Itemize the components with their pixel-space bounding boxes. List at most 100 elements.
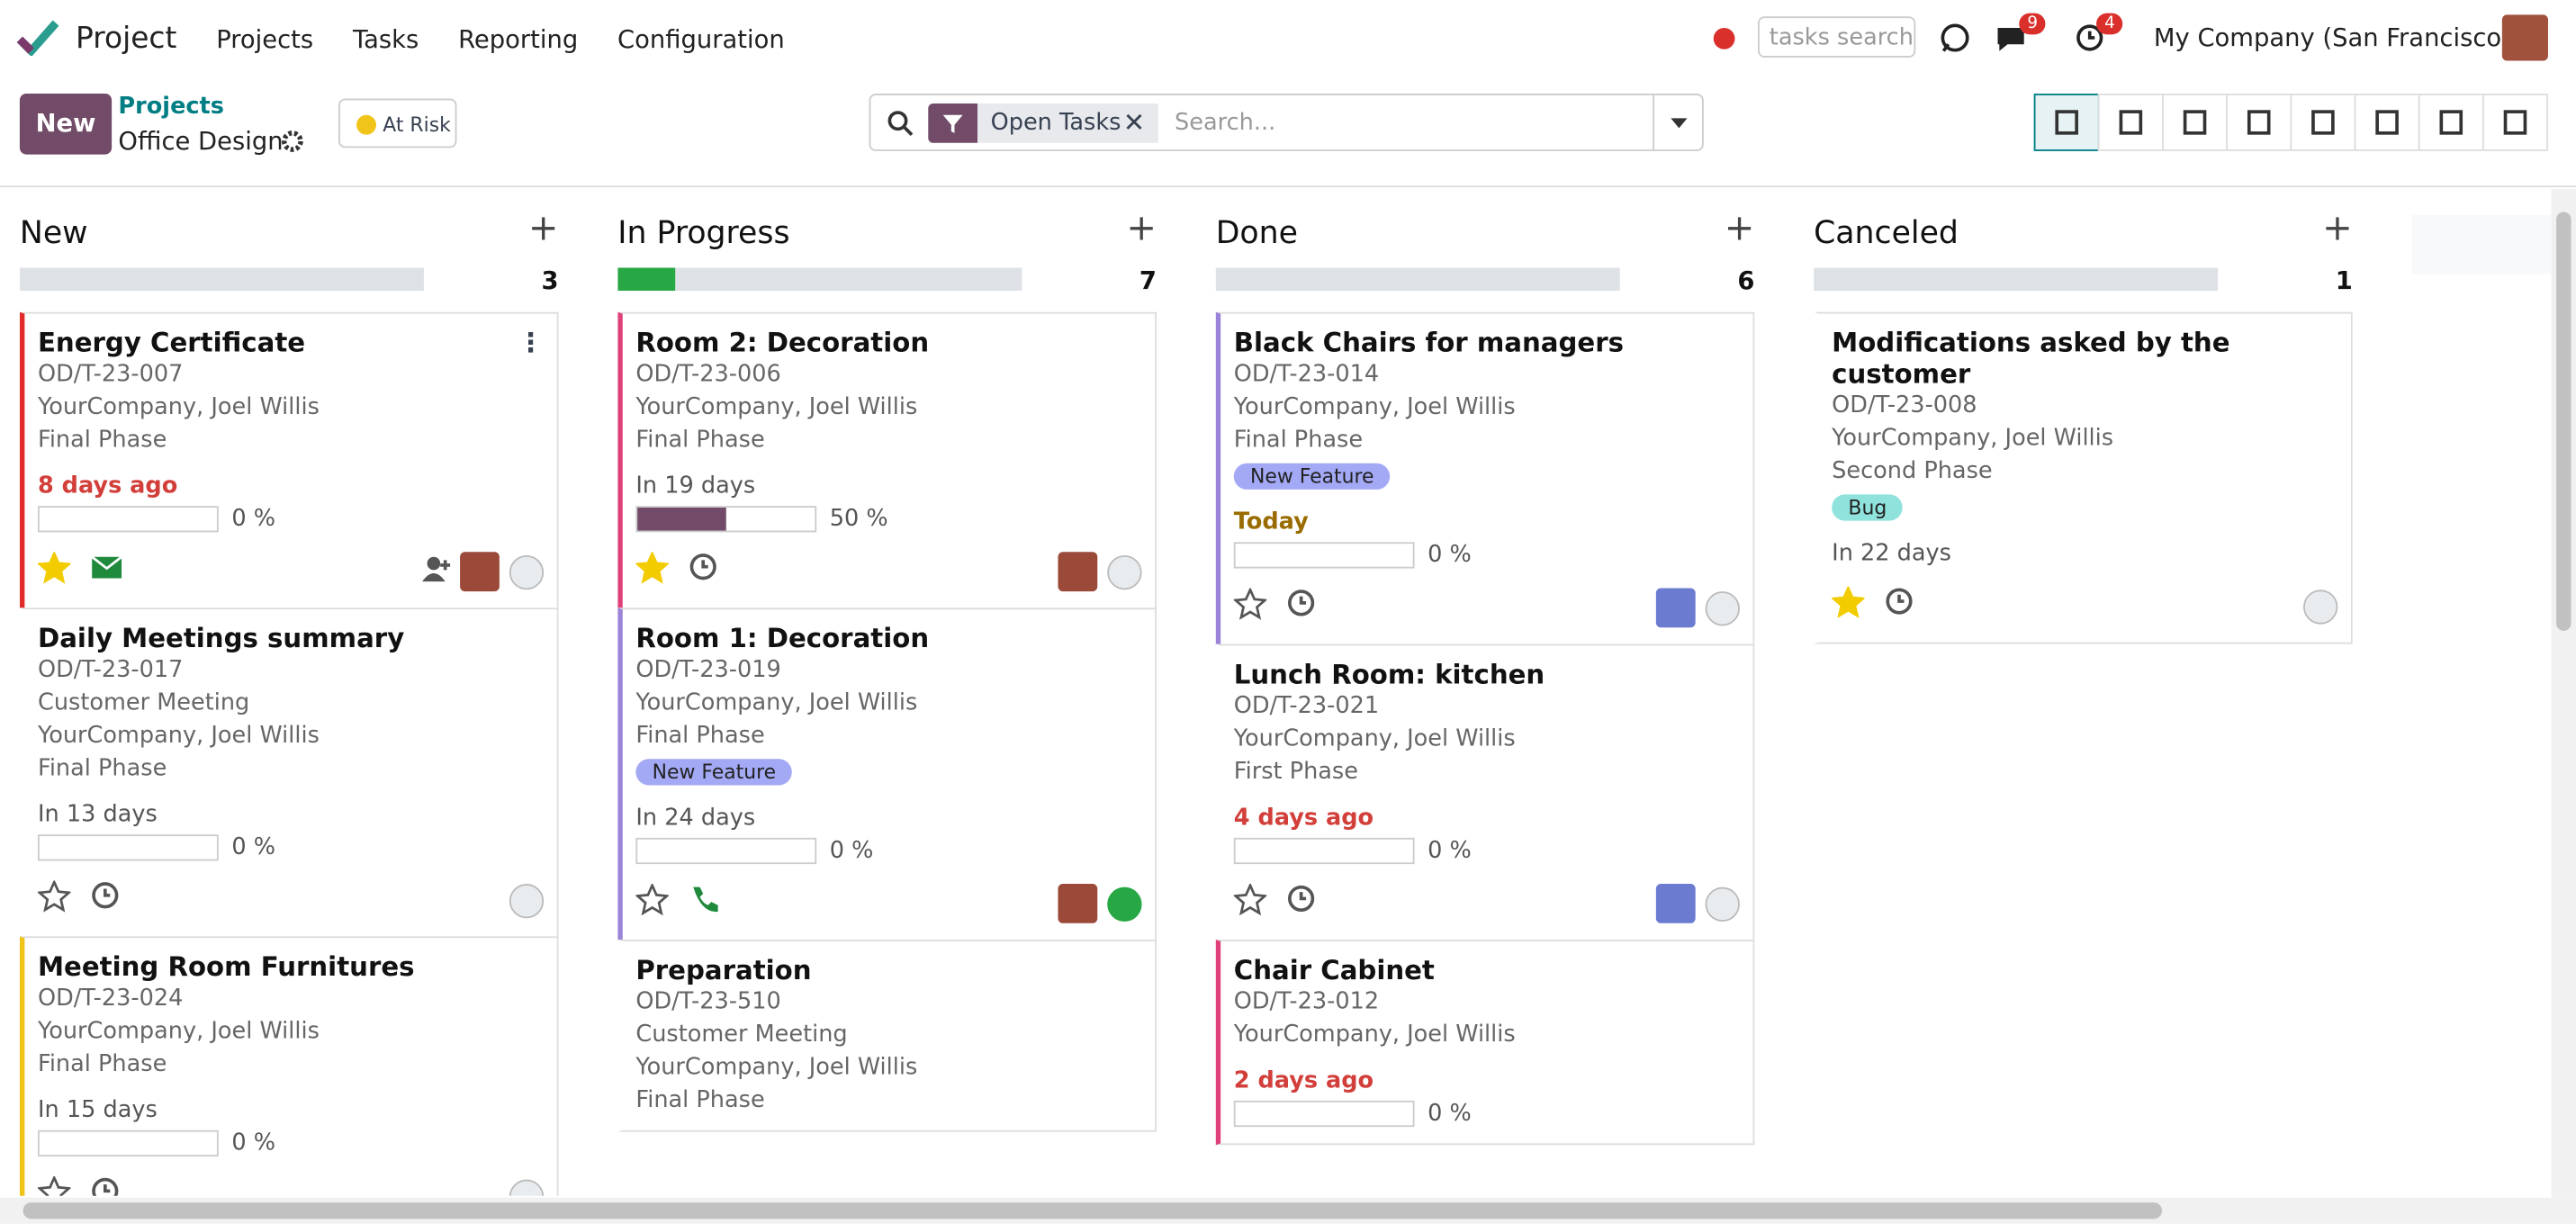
column-add[interactable]: + xyxy=(2322,208,2353,250)
priority-star[interactable] xyxy=(36,878,72,920)
v-scroll-thumb[interactable] xyxy=(2556,212,2571,631)
search-bar[interactable]: Open Tasks ✕ Search... xyxy=(869,94,1704,151)
settings-gear[interactable] xyxy=(281,130,304,153)
assignee-avatar[interactable] xyxy=(1058,883,1098,923)
assignee-avatar[interactable] xyxy=(1058,552,1098,592)
card-ref: OD/T-23-017 xyxy=(37,657,184,684)
card-title: Preparation xyxy=(635,954,812,986)
task-card[interactable]: Energy Certificate OD/T-23-007 YourCompany… xyxy=(19,311,559,610)
progress-label: 0 % xyxy=(231,506,276,533)
activity-icon[interactable] xyxy=(689,884,722,923)
priority-star[interactable] xyxy=(1232,586,1268,627)
activity-icon[interactable] xyxy=(90,552,123,591)
view-button[interactable] xyxy=(2097,94,2164,151)
card-line: Final Phase xyxy=(635,427,765,454)
h-scroll-thumb[interactable] xyxy=(23,1202,2163,1220)
facet: Open Tasks ✕ xyxy=(977,103,1158,143)
activity-icon[interactable] xyxy=(689,552,722,591)
messages-icon[interactable] xyxy=(1995,23,2031,53)
progress-bar xyxy=(1233,542,1415,569)
discuss-icon[interactable] xyxy=(1939,22,1972,55)
card-footer xyxy=(36,550,545,592)
task-card[interactable]: Meeting Room Furnitures OD/T-23-024 YourCo… xyxy=(19,936,559,1196)
card-line: YourCompany, Joel Willis xyxy=(37,1018,320,1045)
card-title: Energy Certificate xyxy=(37,327,306,358)
priority-star[interactable] xyxy=(36,1174,72,1196)
assignee-avatar[interactable] xyxy=(460,552,500,592)
kanban-state[interactable] xyxy=(509,1178,545,1196)
company[interactable]: My Company (San Francisco) xyxy=(2153,22,2511,53)
breadcrumb[interactable]: Projects xyxy=(118,94,224,121)
task-card[interactable]: Lunch Room: kitchen OD/T-23-021 YourCompan… xyxy=(1215,644,1755,941)
column-progress xyxy=(19,267,424,292)
kanban-state[interactable] xyxy=(1705,590,1740,626)
record-dot[interactable] xyxy=(1713,28,1735,50)
view-button[interactable] xyxy=(2162,94,2229,151)
column-progress xyxy=(617,267,1022,292)
status-button[interactable]: At Risk xyxy=(338,98,457,148)
card-line: First Phase xyxy=(1233,759,1358,786)
activities-icon[interactable] xyxy=(2075,23,2108,57)
task-card[interactable]: Room 2: Decoration OD/T-23-006 YourCompany… xyxy=(617,311,1157,610)
task-card[interactable]: Preparation OD/T-23-510 Customer Meeting Yo… xyxy=(617,940,1157,1132)
assignee-avatar[interactable] xyxy=(1655,588,1696,628)
activity-icon[interactable] xyxy=(90,1176,123,1196)
v-scrollbar[interactable] xyxy=(2551,188,2576,1198)
menu-item[interactable]: Reporting xyxy=(458,23,579,54)
kanban-state[interactable] xyxy=(509,883,545,918)
view-button[interactable] xyxy=(2354,94,2420,151)
view-button[interactable] xyxy=(2290,94,2356,151)
column-add[interactable]: + xyxy=(1126,208,1157,250)
view-button[interactable] xyxy=(2481,94,2548,151)
activity-icon[interactable] xyxy=(90,880,123,920)
tasks-search[interactable]: tasks search xyxy=(1758,16,1916,58)
task-card[interactable]: Black Chairs for managers OD/T-23-014 Your… xyxy=(1215,311,1755,646)
task-card[interactable]: Chair Cabinet OD/T-23-012 YourCompany, Joe… xyxy=(1215,940,1755,1146)
view-button[interactable] xyxy=(2418,94,2484,151)
card-ref: OD/T-23-006 xyxy=(635,361,781,388)
followers-icon[interactable] xyxy=(420,554,454,590)
card-progress: 0 % xyxy=(635,837,1141,865)
control-panel: New Projects Office Design At Risk Open … xyxy=(0,77,2576,188)
card-title: Black Chairs for managers xyxy=(1233,327,1625,358)
new-button[interactable]: New xyxy=(19,94,113,155)
user-avatar[interactable] xyxy=(2501,14,2548,61)
progress-bar xyxy=(1233,837,1415,865)
kanban-state[interactable] xyxy=(1705,886,1740,922)
add-column[interactable] xyxy=(2411,215,2553,274)
column-add[interactable]: + xyxy=(527,208,559,250)
menu-item[interactable]: Configuration xyxy=(617,23,785,54)
kanban-state[interactable] xyxy=(1107,886,1142,922)
activity-icon[interactable] xyxy=(1286,884,1320,923)
priority-star[interactable] xyxy=(1830,585,1866,626)
kanban-state[interactable] xyxy=(1107,554,1142,590)
activity-icon[interactable] xyxy=(1286,588,1320,627)
assignee-avatar[interactable] xyxy=(1655,883,1696,923)
menu-item[interactable]: Tasks xyxy=(352,23,419,54)
card-progress: 50 % xyxy=(635,506,1141,533)
search-toggle[interactable] xyxy=(1653,94,1705,150)
priority-star[interactable] xyxy=(1232,882,1268,923)
facet-remove[interactable]: ✕ xyxy=(1122,106,1146,139)
activity-icon[interactable] xyxy=(1885,587,1918,626)
column-count: 1 xyxy=(2335,266,2353,296)
task-card[interactable]: Modifications asked by the customer OD/T-… xyxy=(1814,311,2353,644)
kanban-state[interactable] xyxy=(509,554,545,590)
kanban-column: Done +6 Black Chairs for managers OD/T-23-0… xyxy=(1215,185,1755,1196)
task-card[interactable]: Daily Meetings summary OD/T-23-017 Custome… xyxy=(19,608,559,939)
card-deadline: In 22 days xyxy=(1832,540,1951,567)
priority-star[interactable] xyxy=(635,882,671,923)
kanban-state[interactable] xyxy=(2303,589,2338,624)
column-add[interactable]: + xyxy=(1724,208,1755,250)
card-ref: OD/T-23-012 xyxy=(1233,988,1380,1016)
menu-item[interactable]: Projects xyxy=(216,23,314,54)
view-button[interactable] xyxy=(2226,94,2292,151)
h-scrollbar[interactable] xyxy=(0,1197,2576,1224)
card-ref: OD/T-23-014 xyxy=(1233,361,1380,388)
app-name[interactable]: Project xyxy=(75,21,177,57)
view-button[interactable] xyxy=(2033,94,2100,151)
priority-star[interactable] xyxy=(36,550,72,591)
card-menu[interactable]: ⋮ xyxy=(517,327,545,358)
task-card[interactable]: Room 1: Decoration OD/T-23-019 YourCompany… xyxy=(617,608,1157,941)
priority-star[interactable] xyxy=(635,550,671,591)
